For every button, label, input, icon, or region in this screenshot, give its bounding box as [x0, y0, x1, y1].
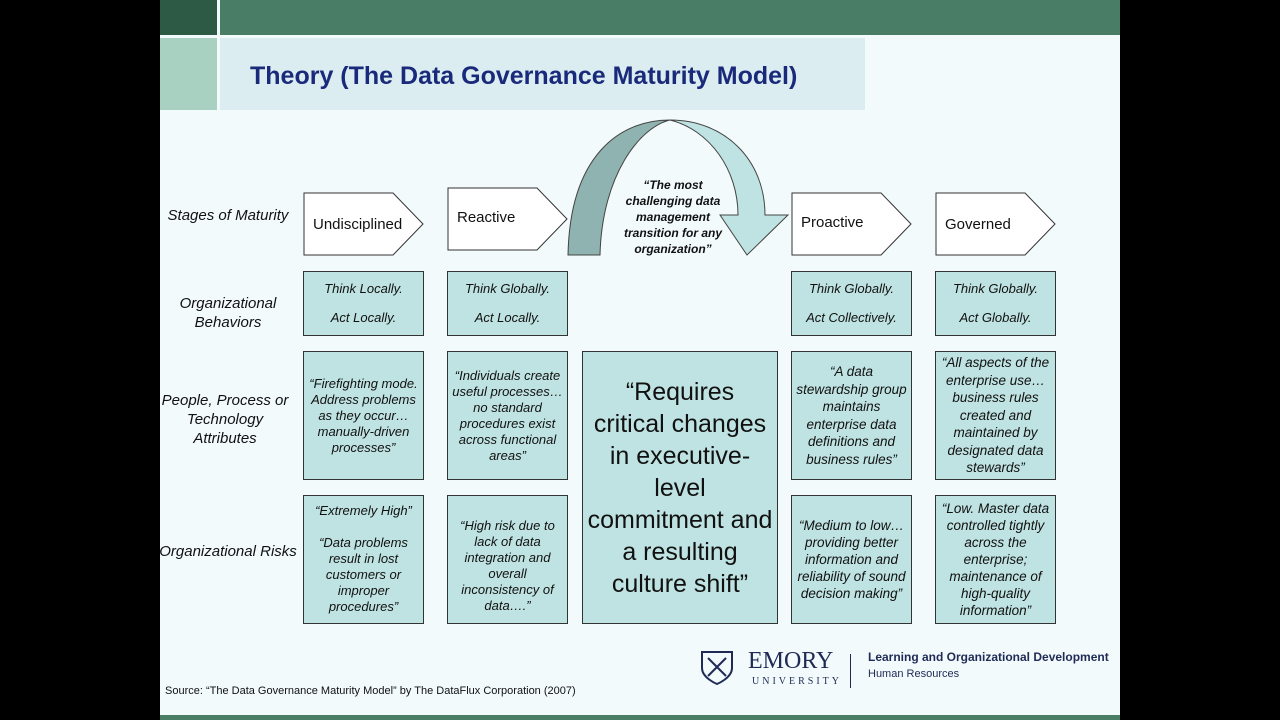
risk-box: “Low. Master data controlled tightly acr…	[935, 495, 1056, 624]
behavior-act: Act Collectively.	[806, 310, 897, 326]
behavior-box: Think Globally. Act Globally.	[935, 271, 1056, 336]
stage-undisciplined: Undisciplined	[303, 192, 425, 256]
attribute-box: “Individuals create useful processes…no …	[447, 351, 568, 480]
behavior-think: Think Locally.	[324, 280, 403, 296]
behavior-box: Think Locally. Act Locally.	[303, 271, 424, 336]
stage-label: Undisciplined	[313, 215, 403, 233]
attribute-box: “A data stewardship group maintains ente…	[791, 351, 912, 480]
transition-arrow-icon	[567, 119, 790, 256]
stage-label: Governed	[945, 215, 1011, 233]
emory-shield-icon	[701, 651, 733, 686]
stage-reactive: Reactive	[447, 187, 569, 251]
row-label-risks: Organizational Risks	[159, 543, 297, 560]
behavior-box: Think Globally. Act Collectively.	[791, 271, 912, 336]
row-label-behaviors: Organizational Behaviors	[179, 295, 277, 331]
logo-divider	[850, 654, 851, 688]
logo-name: EMORY	[748, 648, 834, 674]
source-citation: Source: “The Data Governance Maturity Mo…	[165, 685, 576, 697]
header-bar	[220, 0, 1120, 35]
risk-level: “Extremely High”	[315, 503, 412, 518]
slide-title: Theory (The Data Governance Maturity Mod…	[250, 62, 798, 90]
risk-box: “Medium to low…providing better informat…	[791, 495, 912, 624]
stage-governed: Governed	[935, 192, 1057, 256]
row-label-stages: Stages of Maturity	[167, 207, 289, 224]
logo-department: Learning and Organizational Development	[868, 650, 1109, 664]
behavior-think: Think Globally.	[464, 280, 550, 296]
risk-box: “Extremely High” “Data problems result in…	[303, 495, 424, 624]
logo-unit: Human Resources	[868, 668, 960, 680]
logo-sub: UNIVERSITY	[752, 676, 842, 687]
behavior-act: Act Locally.	[474, 310, 541, 326]
attribute-box: “All aspects of the enterprise use…busin…	[935, 351, 1056, 480]
risk-desc: “Medium to low…providing better informat…	[797, 518, 906, 601]
stage-label: Reactive	[457, 208, 516, 226]
stage-label: Proactive	[801, 213, 864, 231]
risk-desc: “High risk due to lack of data integrati…	[460, 518, 555, 613]
risk-desc: “Low. Master data controlled tightly acr…	[941, 501, 1050, 618]
behavior-think: Think Globally.	[952, 280, 1038, 296]
attribute-box: “Firefighting mode. Address problems as …	[303, 351, 424, 480]
slide: Theory (The Data Governance Maturity Mod…	[159, 0, 1120, 720]
header-square	[160, 0, 217, 35]
footer-bar	[160, 715, 1120, 720]
behavior-box: Think Globally. Act Locally.	[447, 271, 568, 336]
behavior-act: Act Globally.	[959, 310, 1032, 326]
behavior-think: Think Globally.	[808, 280, 894, 296]
title-accent-square	[160, 38, 217, 110]
behavior-act: Act Locally.	[330, 310, 397, 326]
risk-desc: “Data problems result in lost customers …	[319, 535, 408, 614]
stage-proactive: Proactive	[791, 192, 913, 256]
transition-note: “The most challenging data management tr…	[623, 178, 722, 256]
row-label-attributes: People, Process or Technology Attributes	[161, 392, 289, 447]
risk-box: “High risk due to lack of data integrati…	[447, 495, 568, 624]
title-band	[220, 38, 865, 110]
center-quote-box: “Requires critical changes in executive-…	[582, 351, 778, 624]
